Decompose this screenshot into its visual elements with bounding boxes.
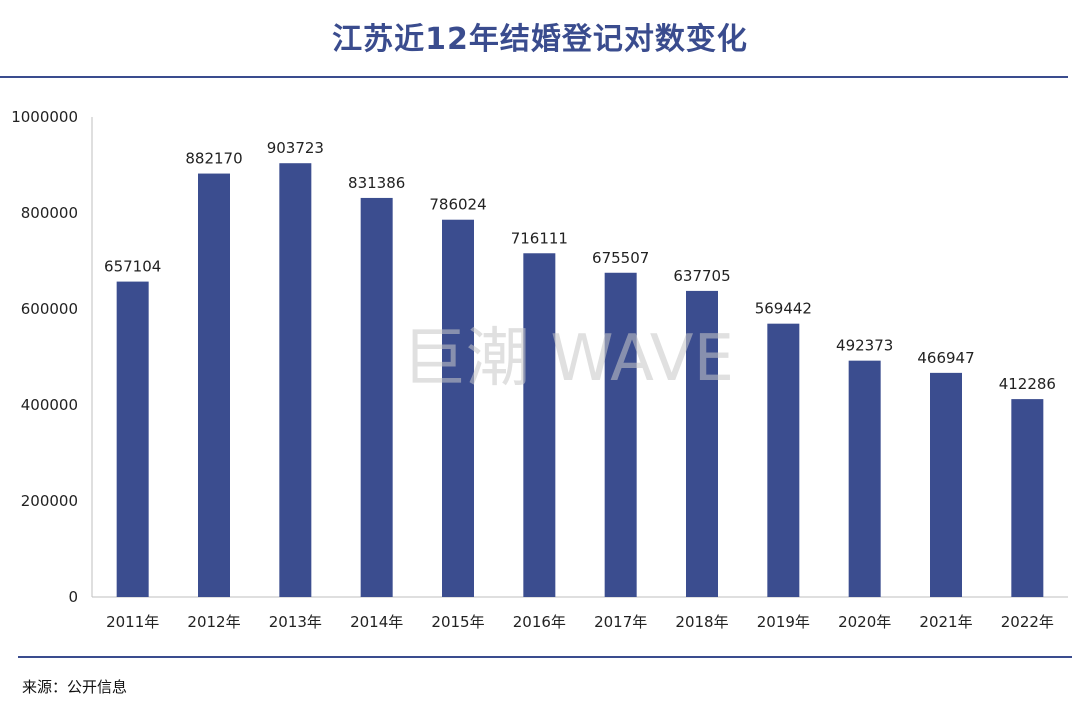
chart-labels: 657104 2011年 882170 2012年 903723 2013年 831386 2… [104,139,1056,631]
x-tick-label: 2019年 [757,613,810,631]
x-tick-label: 2018年 [675,613,728,631]
x-tick-label: 2020年 [838,613,891,631]
bar [848,360,881,597]
data-label: 831386 [348,174,405,192]
bar [198,173,230,597]
data-label: 716111 [511,229,568,247]
y-tick-label: 0 [68,588,78,606]
watermark-text: 巨潮 WAVE [402,322,734,396]
x-tick-label: 2021年 [919,613,972,631]
bar [767,323,800,597]
x-tick-label: 2016年 [513,613,566,631]
bar [116,281,149,597]
data-label: 466947 [917,349,974,367]
bar [279,163,312,598]
chart-title: 江苏近12年结婚登记对数变化 [332,22,748,57]
y-tick-label: 800000 [21,204,78,222]
data-label: 492373 [836,337,893,355]
data-label: 569442 [755,300,812,318]
data-label: 903723 [267,139,324,157]
x-tick-label: 2014年 [350,613,403,631]
bar [930,372,962,597]
x-tick-label: 2017年 [594,613,647,631]
bar [523,253,556,597]
footer-divider [18,656,1072,658]
y-tick-label: 600000 [21,300,78,318]
y-tick-label: 200000 [21,492,78,510]
bar [442,219,474,597]
chart-bars [116,163,1044,598]
bar [604,272,637,597]
bar [1011,399,1044,597]
source-note: 来源：公开信息 [22,678,128,696]
y-tick-label: 400000 [21,396,78,414]
bar [360,197,393,597]
data-label: 657104 [104,258,161,276]
x-tick-label: 2022年 [1001,613,1054,631]
y-tick-label: 1000000 [11,108,78,126]
chart-axes: 0 200000 400000 600000 800000 1000000 [11,108,1068,606]
x-tick-label: 2013年 [269,613,322,631]
data-label: 882170 [185,150,242,168]
x-tick-label: 2011年 [106,613,159,631]
data-label: 675507 [592,249,649,267]
x-tick-label: 2012年 [187,613,240,631]
data-label: 786024 [429,196,486,214]
x-tick-label: 2015年 [431,613,484,631]
bar [686,290,718,597]
data-label: 412286 [999,375,1056,393]
data-label: 637705 [673,267,730,285]
title-divider [0,76,1068,78]
